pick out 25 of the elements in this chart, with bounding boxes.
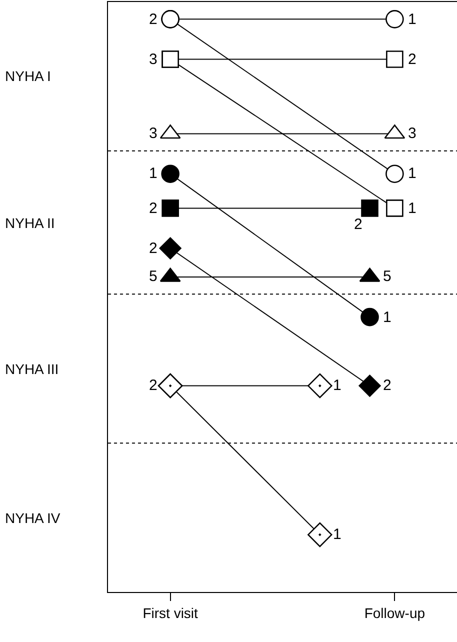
annotation: 2 — [354, 216, 362, 233]
annotation: 5 — [149, 268, 158, 285]
x-tick-label: First visit — [142, 604, 198, 621]
annotation: 2 — [149, 200, 158, 217]
annotation: 2 — [383, 377, 392, 394]
annotation: 2 — [149, 377, 158, 394]
annotation: 5 — [383, 268, 392, 285]
annotation: 3 — [149, 125, 158, 142]
annotation: 1 — [408, 11, 416, 28]
annotation: 1 — [383, 309, 392, 326]
annotation: 2 — [149, 240, 158, 257]
annotation: 2 — [149, 11, 158, 28]
text: NYHA III — [5, 361, 59, 377]
annotation: 3 — [408, 125, 416, 142]
text: NYHA I — [5, 68, 51, 84]
annotation: 1 — [149, 165, 158, 182]
annotation: 2 — [408, 51, 416, 68]
annotation: 3 — [149, 51, 158, 68]
annotation: 1 — [333, 526, 342, 543]
annotation: 1 — [408, 200, 416, 217]
text: NYHA IV — [5, 510, 61, 526]
annotation: 1 — [408, 165, 416, 182]
x-tick-label: Follow-up — [364, 604, 426, 621]
annotation: 1 — [333, 377, 342, 394]
text: NYHA II — [5, 215, 55, 231]
